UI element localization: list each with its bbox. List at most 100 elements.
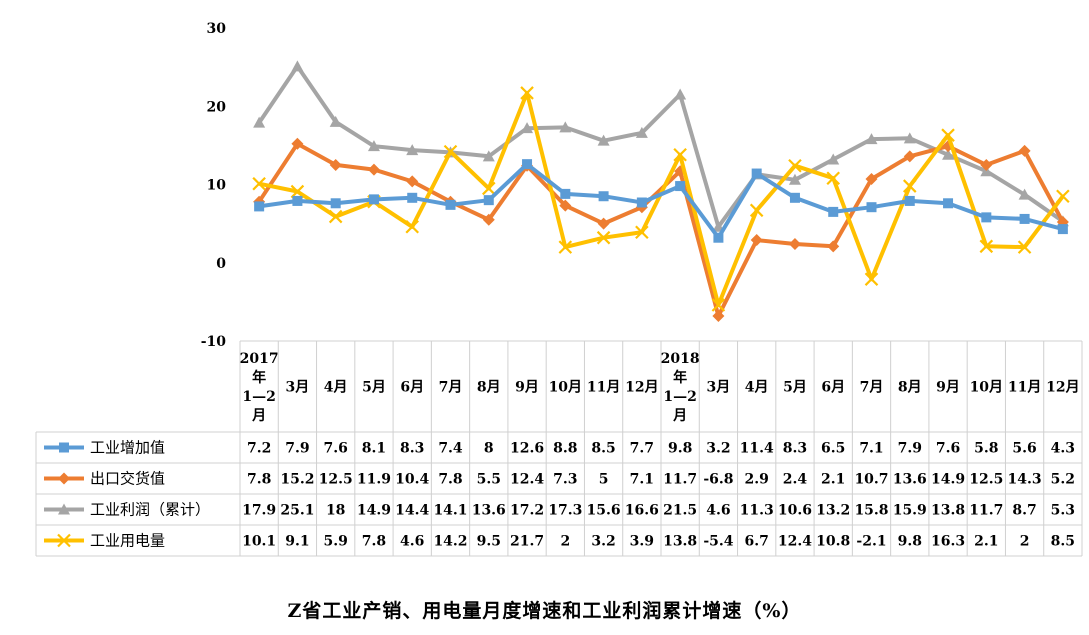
data-label: 4.6 bbox=[706, 503, 730, 519]
data-label: 7.1 bbox=[630, 472, 654, 488]
series-name: 工业利润（累计） bbox=[90, 501, 210, 519]
data-point bbox=[865, 133, 878, 145]
data-point bbox=[789, 192, 800, 203]
data-label: 8 bbox=[484, 441, 494, 457]
data-point bbox=[864, 272, 879, 286]
data-label: 15.6 bbox=[587, 503, 621, 519]
data-label: 21.5 bbox=[663, 503, 697, 519]
data-label: 8.5 bbox=[591, 441, 615, 457]
data-label: 7.7 bbox=[630, 441, 654, 457]
data-label: 9.8 bbox=[898, 534, 922, 550]
data-point bbox=[329, 115, 342, 127]
data-point bbox=[328, 209, 343, 224]
series-name: 工业用电量 bbox=[90, 532, 165, 550]
data-label: 7.2 bbox=[247, 441, 271, 457]
data-point bbox=[482, 213, 495, 226]
chart-title: Z省工业产销、用电量月度增速和工业利润累计增速（%） bbox=[287, 600, 802, 622]
y-tick-label: 20 bbox=[207, 99, 227, 115]
data-point bbox=[902, 179, 917, 193]
data-label: 9.1 bbox=[285, 534, 309, 550]
data-point bbox=[521, 122, 534, 134]
data-label: 10.7 bbox=[854, 472, 888, 488]
data-label: 5.2 bbox=[1051, 472, 1075, 488]
series-line bbox=[257, 64, 1065, 229]
data-label: 12.5 bbox=[969, 472, 1003, 488]
x-tick-label: 11月 bbox=[1008, 380, 1041, 396]
data-point bbox=[866, 202, 877, 213]
data-point bbox=[943, 198, 954, 209]
data-point bbox=[980, 158, 993, 171]
data-label: 17.9 bbox=[242, 503, 276, 519]
data-point bbox=[597, 217, 610, 230]
series-line bbox=[258, 162, 1064, 240]
x-tick-label: 12月 bbox=[1046, 380, 1079, 396]
data-label: 3.2 bbox=[706, 441, 730, 457]
data-label: 17.2 bbox=[510, 503, 544, 519]
data-label: 12.5 bbox=[319, 472, 353, 488]
data-point bbox=[904, 195, 915, 206]
data-point bbox=[597, 134, 610, 146]
data-point bbox=[1018, 144, 1031, 157]
data-point bbox=[368, 194, 379, 205]
data-label: 11.7 bbox=[969, 503, 1003, 519]
data-point bbox=[636, 197, 647, 208]
data-label: 13.8 bbox=[663, 534, 697, 550]
data-label: 5 bbox=[599, 472, 609, 488]
data-label: 11.3 bbox=[740, 503, 774, 519]
data-label: 16.6 bbox=[625, 503, 659, 519]
data-label: 15.9 bbox=[893, 503, 927, 519]
data-point bbox=[481, 181, 496, 196]
data-label: 5.6 bbox=[1012, 441, 1036, 457]
data-label: 21.7 bbox=[510, 534, 544, 550]
data-point bbox=[865, 173, 878, 186]
data-point bbox=[788, 158, 802, 173]
data-point bbox=[445, 199, 456, 210]
data-point bbox=[712, 309, 725, 322]
x-tick-label: 6月 bbox=[400, 380, 424, 396]
data-label: 11.7 bbox=[663, 472, 697, 488]
data-label: 15.2 bbox=[280, 472, 314, 488]
data-point bbox=[1056, 189, 1070, 204]
data-label: 18 bbox=[326, 503, 345, 519]
data-point bbox=[635, 225, 649, 240]
data-point bbox=[942, 148, 955, 160]
data-point bbox=[749, 203, 764, 218]
data-point bbox=[406, 144, 419, 156]
data-label: 9.8 bbox=[668, 441, 692, 457]
data-label: 7.1 bbox=[859, 441, 883, 457]
data-label: 6.7 bbox=[745, 534, 769, 550]
table-row: 工业增加值 7.2 7.9 7.6 8.1 8.3 7.4 8 12.6 8.8 8.5 7.7 9.8… bbox=[44, 439, 1075, 457]
data-label: 8.3 bbox=[783, 441, 807, 457]
data-point bbox=[253, 116, 266, 128]
data-point bbox=[57, 533, 71, 548]
data-point bbox=[482, 150, 495, 162]
data-label: 12.4 bbox=[778, 534, 812, 550]
data-point bbox=[941, 128, 955, 142]
data-point bbox=[290, 184, 305, 199]
data-point bbox=[981, 212, 992, 223]
data-point bbox=[673, 147, 687, 162]
data-label: 2.1 bbox=[821, 472, 845, 488]
data-point bbox=[635, 126, 648, 138]
data-label: 16.3 bbox=[931, 534, 965, 550]
data-label: 10.6 bbox=[778, 503, 812, 519]
data-label: 2 bbox=[1020, 534, 1030, 550]
data-label: 7.8 bbox=[362, 534, 386, 550]
data-point bbox=[598, 191, 609, 202]
x-tick-label: 8月 bbox=[477, 380, 501, 396]
data-label: 7.4 bbox=[438, 441, 463, 457]
x-tick-label: 7月 bbox=[860, 380, 884, 396]
data-label: 2.1 bbox=[974, 534, 998, 550]
data-point bbox=[1018, 188, 1031, 200]
data-label: 11.9 bbox=[357, 472, 391, 488]
data-point bbox=[58, 472, 70, 485]
data-point bbox=[443, 144, 458, 159]
y-axis: 30 20 10 0 -10 bbox=[201, 21, 227, 350]
table-row: 工业利润（累计） 17.9 25.1 18 14.9 14.4 14.1 13.6 17.2 17… bbox=[44, 501, 1075, 519]
data-label: 17.3 bbox=[548, 503, 582, 519]
data-point bbox=[751, 168, 762, 179]
data-point bbox=[559, 121, 572, 133]
data-point bbox=[292, 195, 303, 206]
